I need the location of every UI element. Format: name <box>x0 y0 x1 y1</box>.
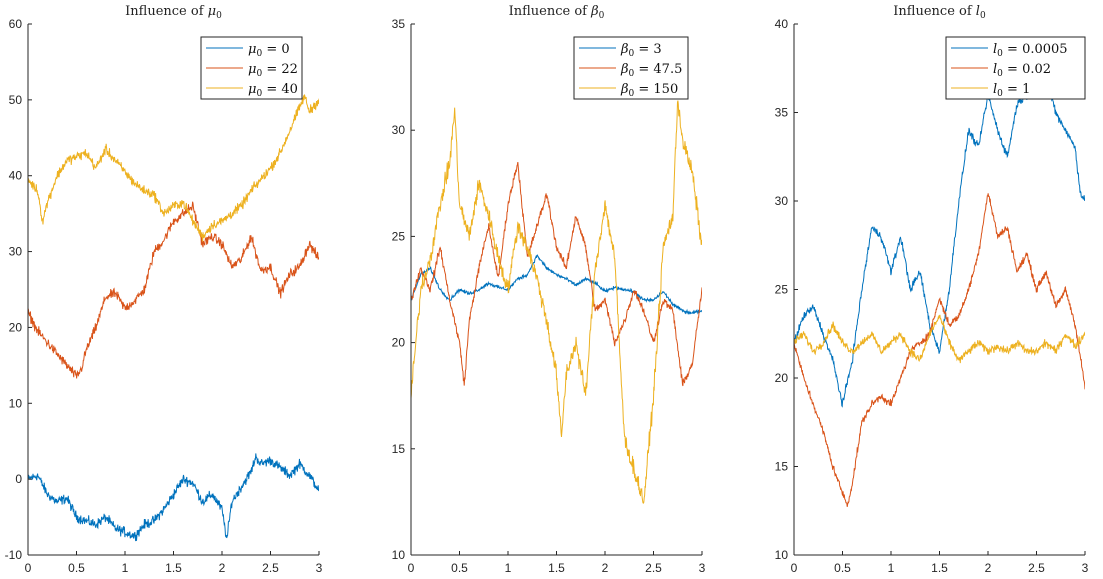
x-tick-label: 3 <box>699 561 706 575</box>
y-tick-label: 40 <box>9 169 23 183</box>
x-tick-label: 1 <box>888 561 895 575</box>
legend-entry: β0 = 3 <box>620 42 662 59</box>
series-line-1 <box>411 254 702 316</box>
x-tick-label: 2.5 <box>262 561 279 575</box>
y-tick-label: 20 <box>775 371 789 385</box>
series-line-3 <box>411 100 702 504</box>
legend: l0 = 0.0005 l0 = 0.02 l0 = 1 <box>945 36 1086 100</box>
legend-entry: μ0 = 22 <box>248 62 298 79</box>
legend: μ0 = 0 μ0 = 22 μ0 = 40 <box>200 36 303 100</box>
x-tick-label: 1 <box>122 561 129 575</box>
y-tick-label: 25 <box>775 283 789 297</box>
y-tick-label: 10 <box>392 548 406 562</box>
legend-entry: μ0 = 40 <box>248 82 298 99</box>
legend-entry: l0 = 0.02 <box>993 62 1051 79</box>
x-tick-label: 3 <box>1082 561 1089 575</box>
y-tick-label: 10 <box>9 396 23 410</box>
y-tick-label: 25 <box>392 229 406 243</box>
y-tick-label: 50 <box>9 93 23 107</box>
x-tick-label: 2.5 <box>1028 561 1045 575</box>
x-tick-label: 0.5 <box>68 561 85 575</box>
x-tick-label: 2 <box>219 561 226 575</box>
chart-title: Influence of l0 <box>893 4 986 21</box>
series-line-3 <box>794 314 1085 364</box>
x-tick-label: 2.5 <box>645 561 662 575</box>
y-tick-label: -10 <box>5 548 23 562</box>
subplot-3: 0 0.5 1 1.5 2 2.5 3 10 15 20 25 30 35 40 Influence of … <box>775 4 1089 575</box>
y-tick-label: 30 <box>9 245 23 259</box>
legend-box <box>200 36 303 100</box>
legend-entry: l0 = 0.0005 <box>993 42 1068 59</box>
x-tick-label: 0 <box>408 561 415 575</box>
x-tick-label: 3 <box>316 561 323 575</box>
legend-entry: β0 = 150 <box>620 82 678 99</box>
series-line-3 <box>28 94 319 242</box>
series-line-2 <box>794 193 1085 507</box>
legend-entry: l0 = 1 <box>993 82 1030 99</box>
legend-entry: β0 = 47.5 <box>620 62 682 79</box>
x-tick-label: 0 <box>791 561 798 575</box>
y-tick-label: 0 <box>15 472 22 486</box>
y-tick-label: 20 <box>392 336 406 350</box>
legend: β0 = 3 β0 = 47.5 β0 = 150 <box>573 36 689 100</box>
x-tick-label: 0 <box>25 561 32 575</box>
x-tick-label: 0.5 <box>451 561 468 575</box>
legend-entry: μ0 = 0 <box>248 42 290 59</box>
x-tick-label: 0.5 <box>834 561 851 575</box>
x-tick-label: 1.5 <box>931 561 948 575</box>
chart-title: Influence of β0 <box>509 4 605 21</box>
y-tick-label: 35 <box>392 17 406 31</box>
x-tick-label: 1.5 <box>165 561 182 575</box>
series-line-1 <box>28 453 319 542</box>
series-line-1 <box>794 56 1085 408</box>
x-tick-label: 2 <box>602 561 609 575</box>
series-line-2 <box>28 201 319 379</box>
series-line-2 <box>411 162 702 387</box>
x-tick-label: 1 <box>505 561 512 575</box>
y-tick-label: 40 <box>775 17 789 31</box>
y-tick-label: 20 <box>9 320 23 334</box>
subplot-2: 0 0.5 1 1.5 2 2.5 3 10 15 20 25 30 35 Influence of β0… <box>392 4 706 575</box>
chart-title: Influence of μ0 <box>125 4 222 21</box>
y-tick-label: 10 <box>775 548 789 562</box>
y-tick-label: 30 <box>392 123 406 137</box>
y-tick-label: 60 <box>9 17 23 31</box>
y-tick-label: 15 <box>775 460 789 474</box>
x-tick-label: 1.5 <box>548 561 565 575</box>
y-tick-label: 15 <box>392 442 406 456</box>
x-tick-label: 2 <box>985 561 992 575</box>
y-tick-label: 30 <box>775 194 789 208</box>
y-tick-label: 35 <box>775 106 789 120</box>
